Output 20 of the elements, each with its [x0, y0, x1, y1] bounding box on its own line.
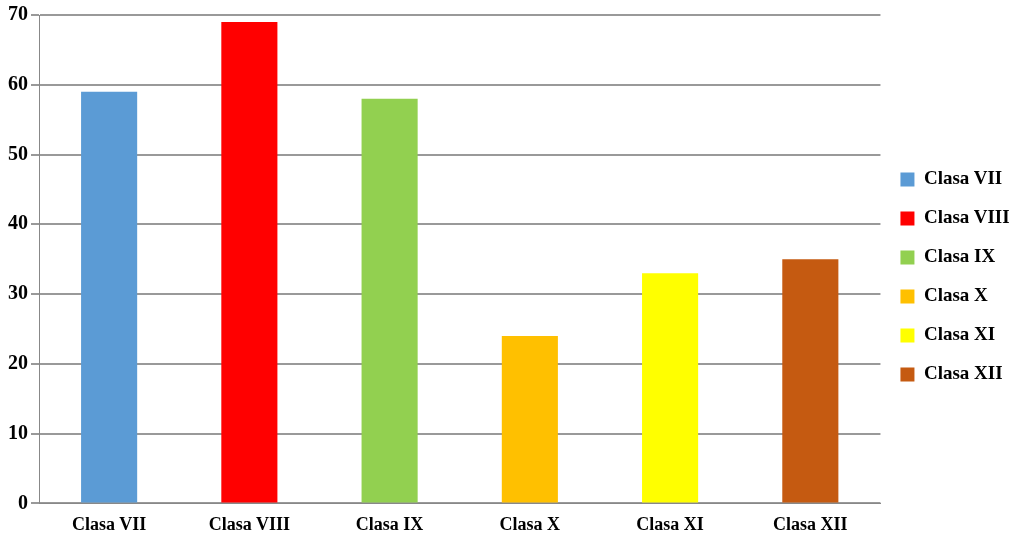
x-tick-label: Clasa X — [499, 513, 561, 534]
y-tick-label: 30 — [8, 281, 28, 304]
x-tick-label: Clasa XI — [636, 513, 704, 534]
y-tick-label: 50 — [8, 141, 28, 164]
y-tick-label: 40 — [8, 211, 28, 234]
x-tick-label: Clasa XII — [773, 513, 848, 534]
y-tick-label: 60 — [8, 71, 28, 94]
legend-label: Clasa XII — [923, 362, 1003, 384]
y-tick-label: 20 — [8, 351, 28, 374]
legend-label: Clasa IX — [923, 245, 996, 267]
legend-label: Clasa VIII — [923, 206, 1010, 228]
x-tick-label: Clasa IX — [355, 513, 424, 534]
legend-label: Clasa X — [923, 284, 989, 306]
legend-label: Clasa XI — [923, 323, 996, 345]
y-tick-label: 10 — [8, 420, 28, 443]
x-tick-label: Clasa VII — [72, 513, 147, 534]
y-tick-label: 0 — [18, 490, 28, 513]
legend-label: Clasa VII — [923, 167, 1003, 189]
x-tick-label: Clasa VIII — [208, 513, 290, 534]
y-tick-label: 70 — [8, 2, 28, 25]
